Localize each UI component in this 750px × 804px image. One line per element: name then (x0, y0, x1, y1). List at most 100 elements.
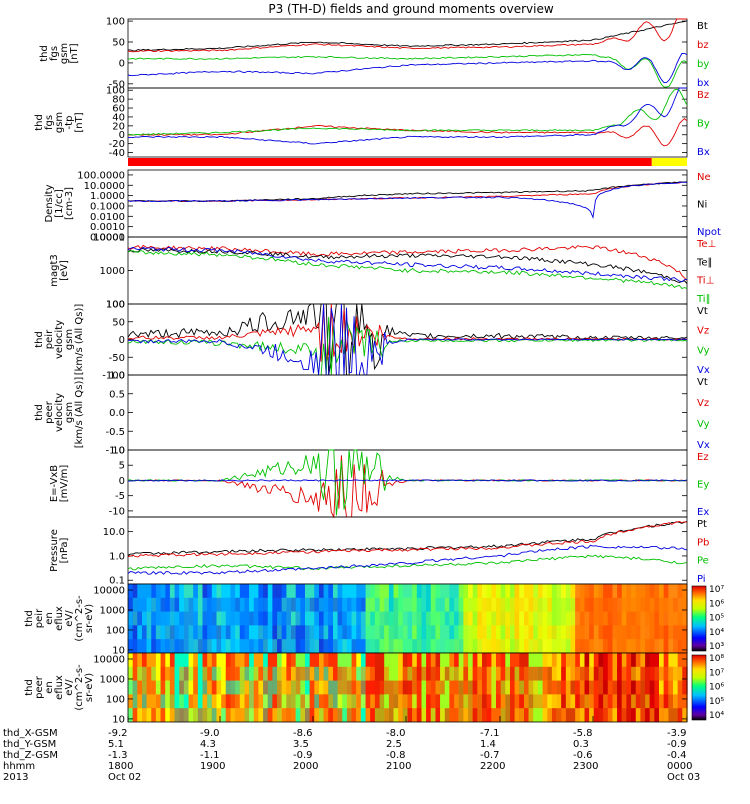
spectrogram-cell (640, 708, 646, 722)
y-axis-label: thdfgsgsm-tp[nT] (34, 112, 85, 133)
spectrogram-cell (659, 666, 665, 681)
spectrogram-cell (589, 666, 595, 681)
spectrogram-cell (319, 666, 325, 681)
spectrogram-cell (421, 639, 427, 653)
spectrogram-cell (426, 625, 432, 640)
spectrogram-cell (477, 611, 483, 626)
spectrogram-cell (514, 625, 520, 640)
y-axis-label: E=-VxB[mV/m] (49, 465, 70, 503)
spectrogram-cell (263, 666, 269, 681)
spectrogram-cell (132, 680, 138, 695)
spectrogram-cell (160, 708, 166, 722)
legend-entry: Vy (697, 419, 710, 430)
series-line-bx (127, 52, 688, 84)
spectrogram-cell (333, 611, 339, 626)
spectrogram-cell (151, 639, 157, 653)
spectrogram-cell (197, 708, 204, 722)
spectrogram-cell (356, 708, 362, 722)
spectrogram-cell (430, 666, 437, 681)
spectrogram-cell (305, 694, 311, 709)
spectrogram-cell (309, 694, 315, 709)
spectrogram-cell (365, 694, 371, 709)
y-tick-label: -1.0 (105, 446, 125, 457)
spectrogram-cell (249, 694, 255, 709)
spectrogram-cell (482, 694, 488, 709)
y-axis-label-line: fgs (49, 46, 60, 61)
spectrogram-cell (142, 639, 148, 653)
spectrogram-cell (500, 694, 506, 709)
spectrogram-cell (221, 611, 227, 626)
y-tick-label: 10.0 (103, 527, 125, 538)
spectrogram-cell (365, 666, 371, 681)
spectrogram-cell (197, 597, 204, 612)
spectrogram-cell (263, 597, 269, 612)
y-axis-label-line: thd (24, 679, 35, 696)
spectrogram-cell (398, 597, 404, 612)
spectrogram-cell (235, 597, 241, 612)
panel-frame (127, 449, 688, 518)
spectrogram-cell (188, 694, 194, 709)
y-tick-label: 100 (106, 300, 125, 311)
x-axis-tick-label: -8.6 (293, 728, 313, 739)
spectrogram-cell (416, 680, 423, 695)
spectrogram-cell (291, 666, 297, 681)
spectrogram-cell (612, 625, 618, 640)
y-tick-label: -0.5 (105, 427, 125, 438)
spectrogram-cell (421, 625, 427, 640)
spectrogram-cell (635, 639, 642, 653)
spectrogram-cell (244, 694, 250, 709)
spectrogram-cell (589, 708, 595, 722)
spectrogram-cell (346, 611, 353, 626)
spectrogram-cell (165, 680, 171, 695)
spectrogram-cell (319, 639, 325, 653)
spectrogram-cell (351, 611, 357, 626)
panel-frame (127, 374, 688, 451)
spectrogram-cell (235, 611, 241, 626)
spectrogram-cell (556, 597, 562, 612)
spectrogram-cell (379, 680, 385, 695)
spectrogram-cell (430, 694, 437, 709)
spectrogram-cell (449, 708, 455, 722)
spectrogram-cell (654, 680, 660, 695)
spectrogram-cell (677, 597, 683, 612)
spectrogram-cell (272, 708, 278, 722)
spectrogram-cell (645, 680, 651, 695)
colorbar-tick-label: 10⁴ (709, 628, 724, 638)
spectrogram-cell (426, 611, 432, 626)
spectrogram-cell (612, 680, 618, 695)
spectrogram-cell (607, 680, 614, 695)
spectrogram-cell (607, 597, 614, 612)
spectrogram-cell (454, 708, 460, 722)
spectrogram-cell (258, 694, 264, 709)
spectrogram-cell (640, 597, 646, 612)
spectrogram-cell (645, 625, 651, 640)
series-line-Te∥ (127, 248, 688, 284)
spectrogram-cell (188, 680, 194, 695)
spectrogram-cell (165, 611, 171, 626)
spectrogram-cell (598, 597, 604, 612)
spectrogram-cell (393, 680, 399, 695)
x-axis-tick-label: Oct 03 (667, 772, 700, 783)
spectrogram-cell (593, 597, 600, 612)
spectrogram-cell (151, 666, 157, 681)
spectrogram-cell (682, 694, 688, 709)
spectrogram-cell (319, 611, 325, 626)
spectrogram-cell (603, 680, 609, 695)
spectrogram-cell (510, 597, 516, 612)
spectrogram-cell (211, 694, 218, 709)
spectrogram-cell (668, 639, 674, 653)
spectrogram-cell (379, 597, 385, 612)
panel-espec: 10⁸ 10⁷ 10⁶ 10⁵ 10⁴ 10000 1000 100 10 thdpeerenef… (24, 652, 724, 725)
mode-bar-red (128, 158, 652, 166)
spectrogram-cell (351, 680, 357, 695)
spectrogram-cell (649, 708, 655, 722)
spectrogram-cell (645, 694, 651, 709)
spectrogram-cell (421, 708, 427, 722)
spectrogram-cell (663, 680, 669, 695)
legend-entry: Bx (697, 147, 710, 158)
spectrogram-cell (533, 639, 539, 653)
spectrogram-cell (449, 666, 455, 681)
spectrogram-cell (179, 625, 185, 640)
spectrogram-cell (388, 708, 395, 722)
spectrogram-cell (617, 708, 623, 722)
